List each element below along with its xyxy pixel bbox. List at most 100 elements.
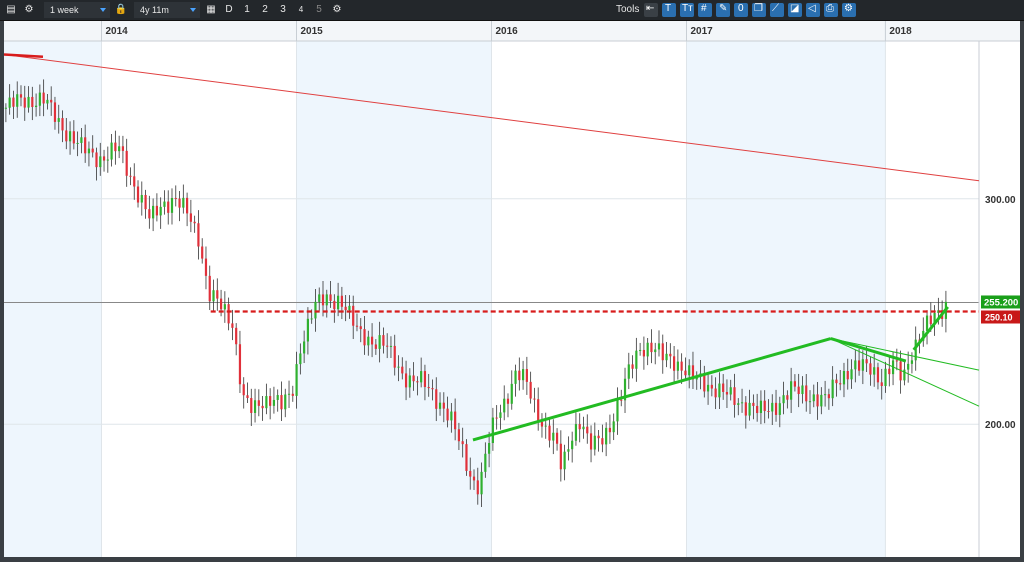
zero-icon[interactable]: 0 (734, 3, 748, 17)
gear-icon[interactable]: ⚙ (24, 4, 34, 15)
interval-button-3[interactable]: 3 (280, 4, 286, 15)
eraser-icon[interactable]: ◪ (788, 3, 802, 17)
candle-body (933, 312, 936, 325)
candle-body (627, 364, 630, 379)
candle-body (148, 209, 151, 219)
interval-button-4[interactable]: 4 (298, 5, 304, 14)
candle-body (650, 342, 653, 353)
candle-body (857, 360, 861, 371)
candle-body (46, 99, 49, 104)
thin-support-line-2 (830, 338, 980, 407)
y-axis-labels: 300.00 200.00 (985, 195, 1016, 431)
candle-body (114, 142, 117, 152)
candle-body (250, 398, 253, 413)
candle-body (748, 402, 751, 416)
interval-button-d[interactable]: D (225, 4, 233, 15)
candle-body (903, 369, 906, 381)
candle-body (661, 343, 664, 361)
candle-body (50, 99, 53, 103)
config-icon[interactable]: ⚙ (842, 3, 856, 17)
candle-body (340, 295, 343, 307)
candle-body (676, 361, 679, 371)
candle-body (876, 367, 880, 383)
label-icon[interactable]: ◁ (806, 3, 820, 17)
candle-body (824, 394, 827, 396)
x-tick-label: 2015 (301, 26, 324, 37)
candle-body (454, 411, 457, 430)
calendar-icon[interactable]: ▦ (206, 4, 216, 15)
interval-button-5[interactable]: 5 (316, 4, 322, 15)
candles (4, 79, 948, 507)
candle-body (435, 389, 438, 409)
candle-body (257, 400, 260, 406)
candle-body (95, 152, 98, 168)
candle-body (725, 391, 729, 395)
grid-lines (4, 41, 979, 557)
candle-body (665, 353, 668, 361)
candle-body (786, 395, 789, 400)
candle-body (170, 197, 174, 213)
candle-body (404, 373, 408, 388)
candle-body (639, 349, 642, 351)
price-chart[interactable]: 2014 2015 2016 2017 2018 300.00 200.00 250.10… (4, 21, 1020, 557)
candle-body (152, 205, 155, 219)
text-size-icon[interactable]: Tᴛ (680, 3, 694, 17)
candle-body (710, 384, 713, 389)
candle-body (280, 395, 283, 410)
chevron-down-icon (100, 8, 106, 12)
x-tick-label: 2014 (106, 26, 129, 37)
arrow-left-icon[interactable]: ⇤ (644, 3, 658, 17)
layout-icon[interactable]: ▤ (6, 4, 16, 15)
candle-body (84, 137, 87, 154)
range-value: 4y 11m (140, 5, 169, 15)
candle-body (314, 301, 317, 319)
interval-select[interactable]: 1 week (44, 2, 110, 18)
candle-body (895, 360, 898, 362)
candle-body (763, 400, 766, 412)
copy-icon[interactable]: ❐ (752, 3, 766, 17)
candle-body (68, 131, 72, 142)
candle-body (299, 353, 302, 365)
text-icon[interactable]: T (662, 3, 676, 17)
candle-body (189, 213, 192, 222)
candle-body (329, 294, 332, 301)
candle-body (759, 400, 763, 414)
interval-button-1[interactable]: 1 (244, 4, 250, 15)
interval-button-2[interactable]: 2 (262, 4, 268, 15)
print-icon[interactable]: ⎙ (824, 3, 838, 17)
candle-body (136, 186, 140, 203)
candle-body (303, 341, 306, 354)
candle-body (808, 401, 812, 403)
candle-body (359, 326, 362, 330)
candle-body (491, 417, 494, 444)
candle-body (884, 368, 887, 387)
candle-body (548, 425, 551, 441)
candle-body (8, 97, 11, 108)
settings-icon[interactable]: ⚙ (332, 4, 342, 15)
lock-icon[interactable]: 🔒 (114, 4, 128, 15)
candle-body (231, 323, 234, 328)
candle-body (223, 304, 226, 310)
year-band-0 (4, 41, 102, 557)
crosshair-icon[interactable]: # (698, 3, 712, 17)
candle-body (714, 388, 717, 398)
candle-body (703, 373, 706, 392)
candle-body (472, 476, 476, 481)
candle-body (212, 290, 215, 302)
range-select[interactable]: 4y 11m (134, 2, 200, 18)
candle-body (537, 399, 540, 422)
candle-body (544, 425, 547, 427)
candle-body (129, 175, 132, 177)
candle-body (295, 364, 298, 396)
trend-icon[interactable]: ⟋ (770, 3, 784, 17)
candle-body (386, 345, 389, 347)
candle-body (42, 92, 45, 104)
candle-body (457, 429, 461, 442)
pencil-icon[interactable]: ✎ (716, 3, 730, 17)
candle-body (393, 345, 396, 368)
candle-body (646, 342, 649, 357)
candle-body (642, 349, 645, 357)
candle-body (593, 435, 596, 450)
candle-body (533, 398, 536, 400)
candle-body (888, 368, 891, 375)
